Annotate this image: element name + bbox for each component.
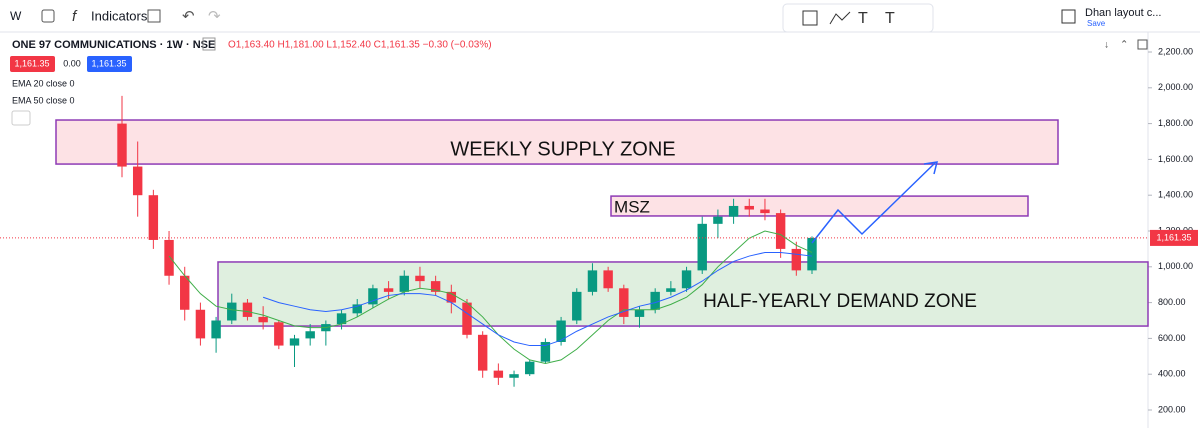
candle-body: [368, 288, 378, 305]
redo-button[interactable]: ↷: [208, 8, 221, 25]
chart-type-icon[interactable]: [41, 9, 55, 23]
zone-label: MSZ: [614, 197, 650, 216]
candle-body: [509, 374, 519, 378]
y-tick-label: 1,400.00: [1158, 190, 1193, 200]
y-tick-label: 1,800.00: [1158, 118, 1193, 128]
spread: 0.00: [63, 58, 81, 68]
drawing-toolbar: [782, 3, 934, 33]
candle-body: [415, 275, 425, 282]
candle-body: [227, 302, 237, 321]
ema-line: [168, 230, 813, 364]
candle-body: [477, 334, 488, 371]
buy-price-box[interactable]: [87, 56, 132, 72]
candle-body: [493, 370, 504, 378]
y-tick-label: 1,000.00: [1158, 261, 1193, 271]
candle-body: [399, 275, 409, 292]
candle-body: [305, 331, 315, 339]
candle-body: [242, 302, 253, 317]
text-tool[interactable]: T: [858, 10, 868, 27]
y-tick-label: 800.00: [1158, 297, 1186, 307]
candle-body: [728, 205, 739, 217]
last-price-box: [1150, 229, 1198, 246]
zone: [55, 119, 1059, 165]
candle-body: [650, 291, 660, 310]
arrow-head: [923, 161, 939, 175]
candle-body: [430, 281, 441, 292]
candle-body: [132, 166, 143, 196]
y-tick-label: 600.00: [1158, 333, 1186, 343]
candle-body: [117, 123, 127, 167]
zone-label: HALF-YEARLY DEMAND ZONE: [703, 291, 977, 312]
zone: [610, 195, 1029, 217]
candle-body: [180, 275, 190, 310]
candle-body: [274, 322, 284, 346]
indicators-button[interactable]: Indicators: [91, 8, 148, 23]
y-tick-label: 1,600.00: [1158, 154, 1193, 164]
save-label[interactable]: Save: [1087, 19, 1106, 28]
symbol-title: ONE 97 COMMUNICATIONS · 1W · NSE: [12, 39, 215, 51]
candle-body: [211, 320, 221, 339]
rect-tool[interactable]: [802, 10, 818, 26]
candle-body: [760, 209, 770, 214]
layout-checkbox[interactable]: [1061, 9, 1076, 24]
candle-body: [666, 288, 676, 292]
ema-line: [262, 251, 813, 347]
candle-body: [744, 205, 754, 210]
fx-icon[interactable]: f: [72, 8, 78, 25]
indicator-label[interactable]: EMA 50 close 0: [12, 95, 75, 105]
buy-price[interactable]: 1,161.35: [91, 58, 126, 68]
candle-body: [697, 223, 707, 271]
axis-button[interactable]: ↓: [1104, 40, 1109, 51]
candle-body: [289, 338, 300, 346]
undo-button[interactable]: ↶: [182, 8, 195, 25]
axis-button[interactable]: ⌃: [1120, 40, 1128, 51]
candle-body: [587, 270, 598, 292]
y-tick-label: 400.00: [1158, 369, 1186, 379]
sell-price[interactable]: 1,161.35: [14, 58, 49, 68]
candle-body: [540, 341, 551, 362]
candle-body: [791, 248, 802, 271]
text-note-tool[interactable]: T: [885, 10, 895, 27]
candle-body: [383, 288, 394, 292]
ohlc-text: O1,163.40 H1,181.00 L1,152.40 C1,161.35 …: [228, 40, 492, 51]
candle-body: [148, 195, 159, 240]
layout-name[interactable]: Dhan layout c...: [1085, 7, 1161, 19]
indicator-label[interactable]: EMA 20 close 0: [12, 78, 75, 88]
candle-body: [603, 270, 613, 289]
y-tick-label: 200.00: [1158, 404, 1186, 414]
candle-body: [572, 291, 582, 321]
candle-body: [446, 291, 457, 303]
candle-body: [336, 313, 347, 325]
last-price-label: 1,161.35: [1156, 232, 1191, 242]
y-tick-label: 2,200.00: [1158, 46, 1193, 56]
candle-body: [681, 270, 692, 289]
axis-button[interactable]: [1137, 39, 1148, 50]
zone-label: WEEKLY SUPPLY ZONE: [450, 138, 675, 160]
candle-body: [258, 316, 268, 323]
symbol-menu[interactable]: [202, 37, 216, 51]
candle-body: [352, 304, 362, 314]
candle-body: [525, 361, 535, 375]
y-tick-label: 2,000.00: [1158, 82, 1193, 92]
templates-icon[interactable]: [147, 9, 161, 23]
candle-body: [195, 309, 206, 339]
candle-body: [634, 309, 645, 317]
path-tool[interactable]: [829, 11, 851, 25]
candle-body: [775, 213, 786, 249]
collapse-button[interactable]: [11, 110, 31, 126]
sell-price-box[interactable]: [10, 56, 55, 72]
candle-body: [556, 320, 566, 342]
candle-body: [713, 216, 723, 224]
projection-arrow: [811, 162, 936, 244]
candle-body: [619, 288, 629, 317]
candle-body: [462, 302, 472, 335]
candle-body: [164, 239, 174, 276]
candle-body: [807, 237, 817, 271]
interval-button[interactable]: W: [10, 9, 22, 23]
